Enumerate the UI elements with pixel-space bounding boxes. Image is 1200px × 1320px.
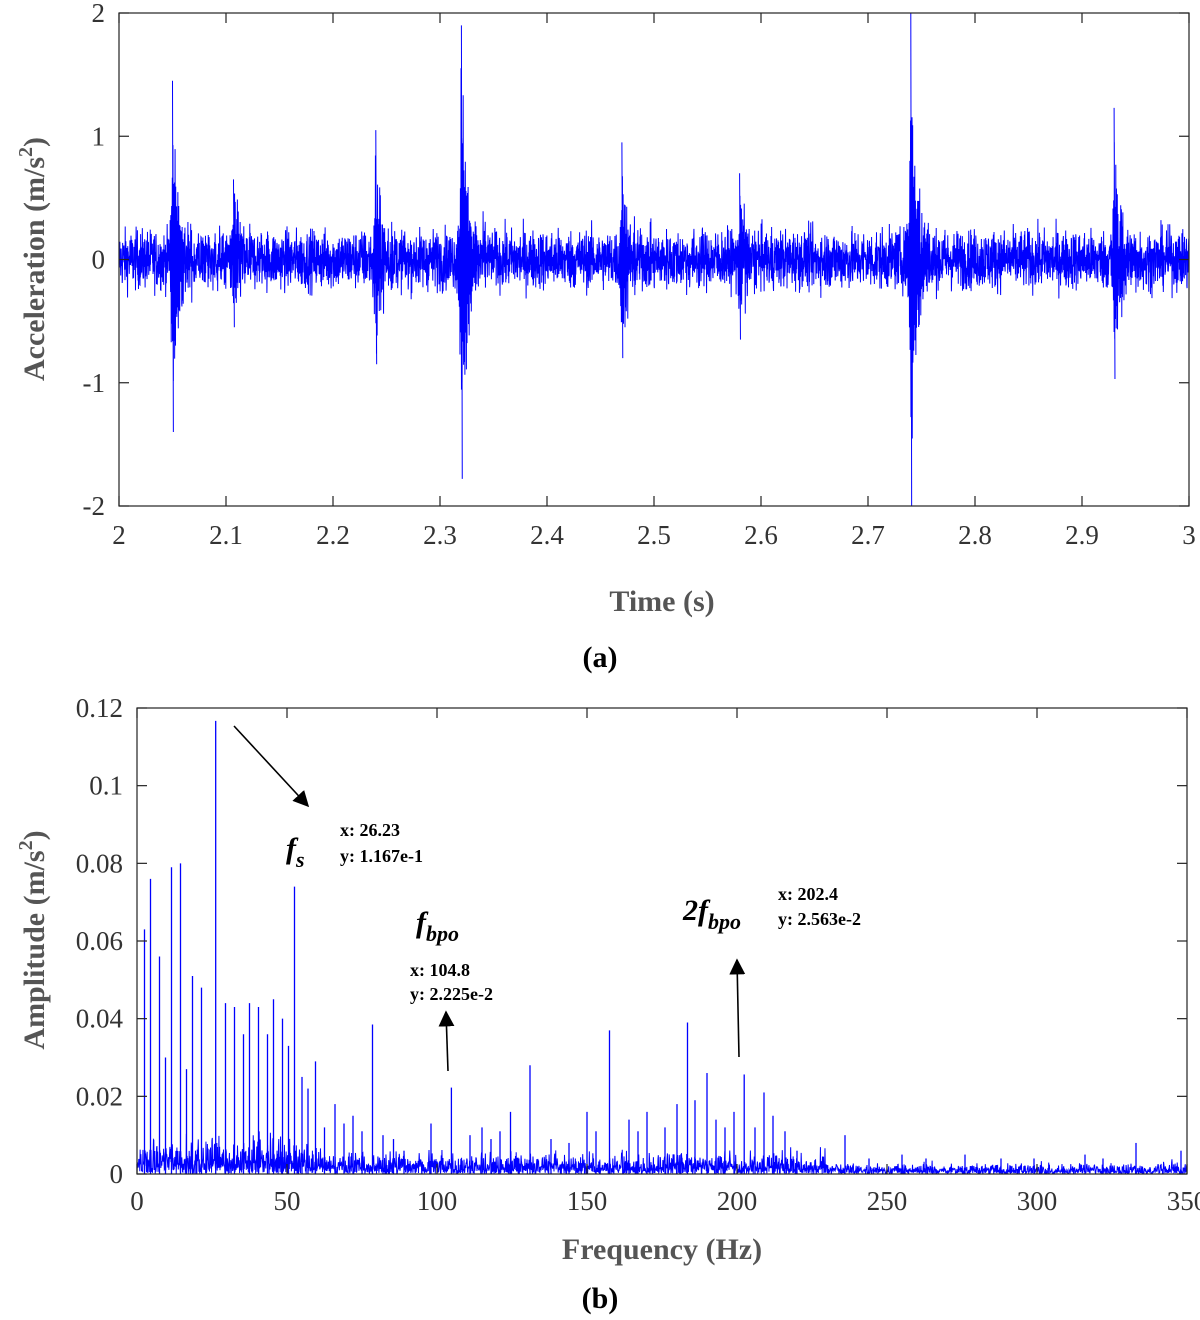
panel-a-y-axis-label: Acceleration (m/s2) bbox=[15, 137, 51, 381]
panel-b-x-tick-label: 200 bbox=[717, 1186, 758, 1216]
annotation-fbpo-symbol: fbpo bbox=[416, 906, 459, 946]
spectrum-peaks bbox=[143, 720, 1182, 1174]
panel-a-y-tick-label: 1 bbox=[92, 121, 106, 151]
annotation-2fbpo-y: y: 2.563e-2 bbox=[778, 909, 861, 929]
panel-a-x-tick-label: 2.2 bbox=[316, 520, 350, 550]
panel-b-x-tick-label: 300 bbox=[1017, 1186, 1058, 1216]
panel-b-x-axis-label: Frequency (Hz) bbox=[562, 1233, 762, 1266]
annotation-fbpo-y: y: 2.225e-2 bbox=[410, 984, 493, 1004]
panel-b-plot-area bbox=[136, 707, 1188, 1175]
panel-b-y-tick-label: 0.02 bbox=[76, 1081, 123, 1111]
panel-a-x-tick-label: 2.3 bbox=[423, 520, 457, 550]
panel-b-y-axis-label: Amplitude (m/s2) bbox=[15, 830, 51, 1049]
panel-a-x-tick-label: 2.4 bbox=[530, 520, 564, 550]
panel-a-x-tick-label: 2.6 bbox=[744, 520, 778, 550]
panel-a-ticks: 2 2.1 2.2 2.3 2.4 2.5 2.6 2.7 2.8 2.9 3 -2 -1 0 1 2 bbox=[83, 0, 1196, 550]
panel-b-y-tick-label: 0.06 bbox=[76, 926, 123, 956]
panel-b-x-tick-label: 0 bbox=[130, 1186, 144, 1216]
annotation-2fbpo-x: x: 202.4 bbox=[778, 884, 838, 904]
panel-b: 0 50 100 150 200 250 300 350 0 0.02 0.04 0.06 0.08 0.… bbox=[15, 693, 1200, 1315]
spectrum-noise-line bbox=[137, 1131, 1187, 1174]
panel-a-x-axis-label: Time (s) bbox=[609, 585, 714, 618]
panel-a-caption: (a) bbox=[583, 641, 618, 674]
annotation-fbpo-main: f bbox=[416, 906, 429, 939]
panel-a-x-tick-label: 2.7 bbox=[851, 520, 885, 550]
annotation-2fbpo-subscript: bpo bbox=[708, 909, 741, 934]
annotation-fs-main: f bbox=[286, 832, 299, 865]
panel-b-y-tick-label: 0.08 bbox=[76, 848, 123, 878]
panel-a-y-tick-label: 0 bbox=[92, 245, 106, 275]
annotation-fbpo-x: x: 104.8 bbox=[410, 960, 470, 980]
panel-a-x-tick-label: 2.5 bbox=[637, 520, 671, 550]
annotation-fbpo: fbpo x: 104.8 y: 2.225e-2 bbox=[410, 906, 493, 1072]
annotation-2fbpo: 2fbpo x: 202.4 y: 2.563e-2 bbox=[682, 884, 861, 1058]
panel-b-x-tick-label: 350 bbox=[1167, 1186, 1200, 1216]
annotation-fbpo-subscript: bpo bbox=[426, 921, 459, 946]
panel-b-y-tick-label: 0.04 bbox=[76, 1004, 124, 1034]
panel-b-y-tick-label: 0 bbox=[110, 1159, 124, 1189]
panel-b-x-tick-label: 250 bbox=[867, 1186, 908, 1216]
panel-a-x-tick-label: 2.9 bbox=[1065, 520, 1099, 550]
panel-a-plot-area bbox=[118, 12, 1190, 507]
panel-a-x-tick-label: 2.8 bbox=[958, 520, 992, 550]
panel-b-ticks: 0 50 100 150 200 250 300 350 0 0.02 0.04 0.06 0.08 0.… bbox=[76, 693, 1200, 1216]
annotation-fs-y: y: 1.167e-1 bbox=[340, 846, 423, 866]
annotation-fs: fs x: 26.23 y: 1.167e-1 bbox=[233, 725, 423, 872]
panel-a-y-tick-label: -1 bbox=[83, 368, 106, 398]
annotation-2fbpo-symbol: 2fbpo bbox=[682, 894, 741, 934]
panel-a-x-tick-label: 2.1 bbox=[209, 520, 243, 550]
panel-b-x-tick-label: 100 bbox=[417, 1186, 458, 1216]
annotation-fs-x: x: 26.23 bbox=[340, 820, 400, 840]
annotation-fs-symbol: fs bbox=[286, 832, 305, 872]
panel-a-y-tick-label: -2 bbox=[83, 491, 106, 521]
panel-b-x-tick-label: 50 bbox=[274, 1186, 301, 1216]
panel-b-y-tick-label: 0.1 bbox=[89, 771, 123, 801]
acceleration-signal-line bbox=[119, 13, 1189, 506]
annotation-2fbpo-arrow bbox=[729, 958, 746, 1058]
annotation-fs-arrow bbox=[233, 725, 310, 808]
panel-a-y-tick-label: 2 bbox=[92, 0, 106, 28]
panel-a-x-tick-label: 2 bbox=[112, 520, 126, 550]
annotation-2fbpo-main: 2f bbox=[682, 894, 711, 927]
annotation-fbpo-arrow bbox=[438, 1010, 455, 1072]
panel-b-caption: (b) bbox=[582, 1282, 619, 1315]
annotation-fs-subscript: s bbox=[295, 847, 305, 872]
panel-b-y-tick-label: 0.12 bbox=[76, 693, 123, 723]
panel-a: 2 2.1 2.2 2.3 2.4 2.5 2.6 2.7 2.8 2.9 3 -2 -1 0 1 2 Acc… bbox=[15, 0, 1196, 674]
panel-b-x-tick-label: 150 bbox=[567, 1186, 608, 1216]
panel-a-x-tick-label: 3 bbox=[1182, 520, 1196, 550]
